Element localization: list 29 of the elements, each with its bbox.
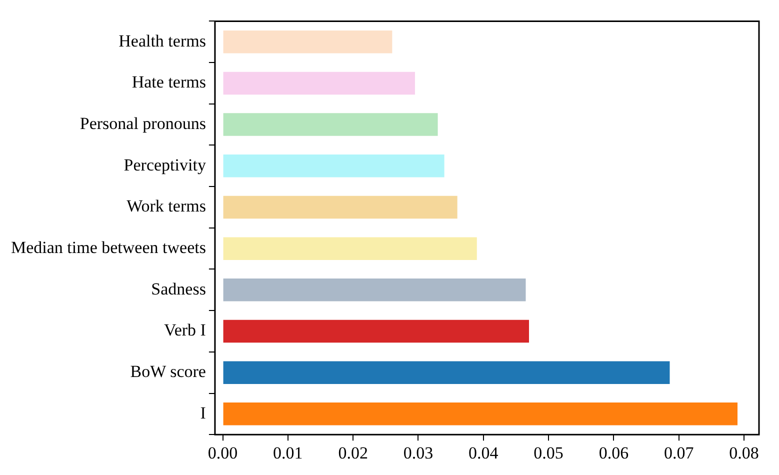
y-tick-label: Perceptivity — [124, 155, 206, 174]
bar — [223, 72, 415, 95]
bar — [223, 361, 670, 384]
y-tick-label: Work terms — [126, 196, 206, 216]
x-tick-label: 0.04 — [468, 443, 499, 462]
y-tick-label: Personal pronouns — [80, 114, 206, 134]
x-tick-label: 0.02 — [338, 443, 368, 462]
bar — [223, 30, 392, 54]
y-tick-label: Sadness — [151, 279, 206, 298]
y-tick-label: I — [200, 403, 206, 422]
bar — [223, 278, 526, 302]
y-tick-label: Median time between tweets — [10, 238, 206, 258]
bar — [223, 154, 444, 178]
y-tick-label: Verb I — [164, 320, 206, 340]
bar — [223, 113, 438, 136]
x-tick-label: 0.03 — [403, 443, 434, 462]
x-tick-label: 0.06 — [598, 443, 629, 462]
y-tick-label: BoW score — [130, 362, 206, 382]
y-tick-label: Health terms — [118, 31, 206, 50]
x-tick-label: 0.07 — [664, 443, 694, 462]
x-tick-label: 0.01 — [273, 443, 303, 462]
bar — [223, 320, 530, 343]
x-tick-label: 0.08 — [729, 443, 759, 462]
bar — [223, 196, 458, 219]
bar — [223, 402, 738, 426]
y-tick-label: Hate terms — [132, 72, 206, 92]
bar — [223, 237, 477, 260]
x-tick-label: 0.05 — [534, 443, 564, 462]
x-tick-label: 0.00 — [208, 443, 238, 462]
